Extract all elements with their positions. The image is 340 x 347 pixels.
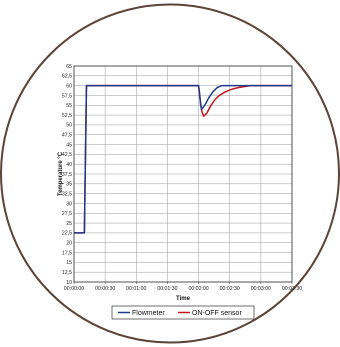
- y-tick-label: 32,5: [62, 191, 72, 197]
- legend-label-on-off-sensor: ON-OFF sensor: [192, 310, 242, 317]
- y-tick-label: 17,5: [62, 250, 72, 256]
- y-tick-label: 45: [66, 142, 72, 148]
- legend: Flowmeter ON-OFF sensor: [111, 305, 255, 320]
- x-tick-label: 00:00:30: [95, 286, 115, 292]
- x-tick-label: 00:01:00: [126, 286, 146, 292]
- x-tick-label: 00:02:00: [188, 286, 208, 292]
- y-tick-label: 10: [66, 280, 72, 286]
- y-tick-label: 22,5: [62, 231, 72, 237]
- y-tick-label: 35: [66, 182, 72, 188]
- y-tick-label: 47,5: [62, 133, 72, 139]
- y-tick-label: 42,5: [62, 152, 72, 158]
- plot-area: [73, 65, 293, 283]
- y-tick-label: 27,5: [62, 211, 72, 217]
- series: [74, 84, 292, 234]
- y-tick-label: 60: [66, 83, 72, 89]
- y-tick-label: 20: [66, 241, 72, 247]
- x-tick-label: 00:01:30: [157, 286, 177, 292]
- y-tick-label: 62,5: [62, 74, 72, 80]
- x-axis-title: Time: [176, 296, 191, 302]
- y-tick-label: 52,5: [62, 113, 72, 119]
- x-tick-label: 00:00:00: [64, 286, 84, 292]
- grid: [73, 65, 293, 283]
- y-axis-title: Temperature °C: [58, 151, 64, 196]
- circular-frame: [0, 3, 340, 344]
- y-tick-label: 25: [66, 221, 72, 227]
- series-line-flowmeter: [74, 84, 292, 234]
- y-axis-ticks: 10 12,5 15 17,5 20 22,5 25 27,5 30 32,5 35 37,5 40 42…: [62, 64, 72, 286]
- y-tick-label: 12,5: [62, 270, 72, 276]
- y-tick-label: 50: [66, 123, 72, 129]
- y-tick-label: 40: [66, 162, 72, 168]
- legend-label-flowmeter: Flowmeter: [132, 310, 165, 317]
- y-tick-label: 55: [66, 103, 72, 109]
- y-tick-label: 15: [66, 260, 72, 266]
- x-axis-ticks: 00:00:00 00:00:30 00:01:00 00:01:30 00:02:00…: [64, 282, 302, 292]
- y-tick-label: 65: [66, 64, 72, 70]
- x-tick-label: 00:02:30: [220, 286, 240, 292]
- x-tick-label: 00:03:00: [251, 286, 271, 292]
- x-tick-label: 00:03:30: [282, 286, 302, 292]
- y-tick-label: 30: [66, 201, 72, 207]
- y-tick-label: 57,5: [62, 93, 72, 99]
- y-tick-label: 37,5: [62, 172, 72, 178]
